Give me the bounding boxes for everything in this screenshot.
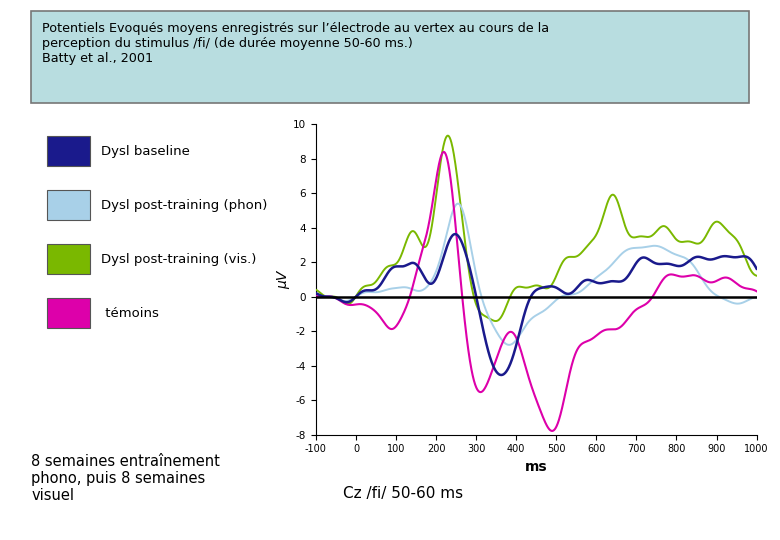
X-axis label: ms: ms (525, 460, 548, 474)
Text: Potentiels Evoqués moyens enregistrés sur l’électrode au vertex au cours de la
p: Potentiels Evoqués moyens enregistrés su… (42, 22, 549, 65)
Text: Dysl baseline: Dysl baseline (101, 145, 190, 158)
Text: témoins: témoins (101, 307, 159, 320)
Text: Dysl post-training (vis.): Dysl post-training (vis.) (101, 253, 257, 266)
Text: Dysl post-training (phon): Dysl post-training (phon) (101, 199, 268, 212)
Text: 8 semaines entraînement
phono, puis 8 semaines
visuel: 8 semaines entraînement phono, puis 8 se… (31, 454, 220, 503)
FancyBboxPatch shape (31, 11, 749, 103)
Y-axis label: µV: µV (276, 270, 290, 289)
Text: Cz /fi/ 50-60 ms: Cz /fi/ 50-60 ms (343, 486, 463, 501)
